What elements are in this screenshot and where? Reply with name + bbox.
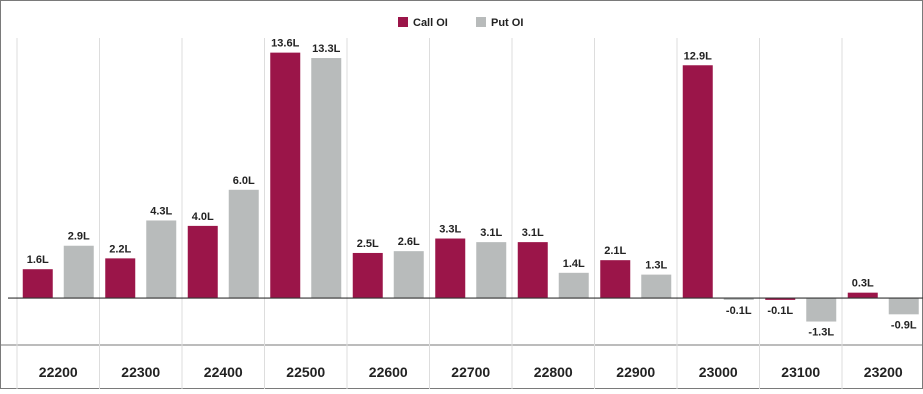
put-oi-data-label: 1.3L bbox=[645, 260, 667, 272]
call-oi-bar bbox=[352, 252, 383, 299]
put-oi-bar bbox=[476, 242, 507, 299]
call-oi-bar bbox=[682, 65, 713, 299]
legend-label-put: Put OI bbox=[491, 17, 523, 29]
call-oi-bar bbox=[435, 238, 466, 299]
x-tick-labels: 22200 22300 22400 22500 22600 22700 22800 22900… bbox=[39, 364, 903, 380]
put-oi-bar bbox=[63, 245, 94, 299]
x-tick-label: 23100 bbox=[781, 364, 820, 380]
x-tick-label: 22600 bbox=[369, 364, 408, 380]
legend-swatch-put bbox=[476, 17, 486, 27]
put-oi-bar bbox=[888, 298, 919, 315]
bars bbox=[22, 52, 919, 322]
call-oi-data-label: 2.2L bbox=[109, 243, 131, 255]
put-oi-data-label: 2.6L bbox=[398, 236, 420, 248]
put-oi-data-label: 6.0L bbox=[233, 175, 255, 187]
legend-swatch-call bbox=[398, 17, 408, 27]
call-oi-data-label: 3.3L bbox=[439, 224, 461, 236]
call-oi-bar bbox=[270, 52, 301, 299]
call-oi-data-label: 1.6L bbox=[27, 254, 49, 266]
call-oi-data-label: 4.0L bbox=[192, 211, 214, 223]
call-oi-data-label: 0.3L bbox=[852, 278, 874, 290]
put-oi-bar bbox=[311, 58, 342, 299]
put-oi-bar bbox=[806, 298, 837, 322]
x-tick-label: 22400 bbox=[204, 364, 243, 380]
call-oi-data-label: 12.9L bbox=[684, 50, 712, 62]
put-oi-bar bbox=[558, 272, 589, 299]
call-oi-bar bbox=[600, 260, 631, 299]
put-oi-data-label: 13.3L bbox=[312, 43, 340, 55]
x-tick-label: 22900 bbox=[616, 364, 655, 380]
put-oi-data-label: 1.4L bbox=[563, 258, 585, 270]
call-oi-data-label: -0.1L bbox=[767, 305, 793, 317]
put-oi-data-label: 3.1L bbox=[480, 227, 502, 239]
x-tick-label: 22500 bbox=[286, 364, 325, 380]
legend: Call OI Put OI bbox=[398, 17, 523, 29]
x-tick-label: 23200 bbox=[864, 364, 903, 380]
x-tick-label: 22800 bbox=[534, 364, 573, 380]
put-oi-bar bbox=[393, 251, 424, 299]
put-oi-bar bbox=[228, 189, 259, 299]
call-oi-bar bbox=[765, 298, 796, 300]
call-oi-data-label: 2.1L bbox=[604, 245, 626, 257]
legend-label-call: Call OI bbox=[413, 17, 448, 29]
x-tick-label: 22700 bbox=[451, 364, 490, 380]
put-oi-data-label: -0.9L bbox=[891, 319, 917, 331]
call-oi-bar bbox=[105, 258, 136, 299]
call-oi-data-label: 3.1L bbox=[522, 227, 544, 239]
put-oi-bar bbox=[146, 220, 177, 299]
call-oi-data-label: 13.6L bbox=[271, 38, 299, 50]
put-oi-bar bbox=[723, 298, 754, 300]
put-oi-data-label: 4.3L bbox=[150, 205, 172, 217]
x-tick-label: 23000 bbox=[699, 364, 738, 380]
put-oi-bar bbox=[641, 274, 672, 299]
put-oi-data-label: 2.9L bbox=[68, 231, 90, 243]
call-oi-bar bbox=[22, 269, 53, 299]
x-tick-label: 22300 bbox=[121, 364, 160, 380]
x-tick-label: 22200 bbox=[39, 364, 78, 380]
put-oi-data-label: -1.3L bbox=[808, 327, 834, 339]
call-oi-bar bbox=[517, 242, 548, 299]
gridlines bbox=[16, 38, 843, 389]
put-oi-data-label: -0.1L bbox=[726, 305, 752, 317]
call-oi-data-label: 2.5L bbox=[357, 238, 379, 250]
call-oi-bar bbox=[187, 225, 218, 299]
data-labels: 1.6L 2.9L 2.2L 4.3L 4.0L 6.0L 13.6L 13.3L 2.5L 2.… bbox=[27, 38, 917, 339]
call-oi-bar bbox=[847, 292, 878, 299]
